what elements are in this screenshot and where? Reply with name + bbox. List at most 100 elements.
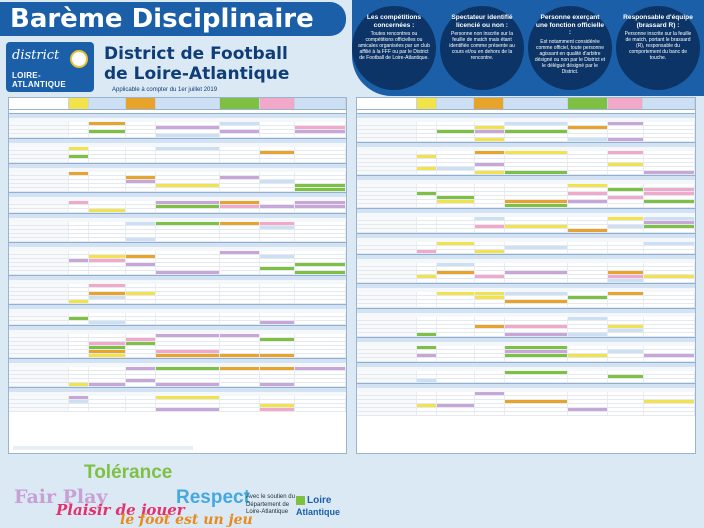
table-cell — [260, 317, 296, 320]
table-cell — [126, 321, 157, 324]
table-cell — [417, 184, 437, 187]
table-cell — [220, 259, 260, 262]
table-row — [357, 221, 695, 225]
table-cell — [357, 134, 417, 137]
table-cell — [295, 267, 346, 270]
table-cell — [437, 155, 475, 158]
table-cell — [608, 350, 645, 353]
table-cell — [260, 184, 296, 187]
table-cell — [260, 122, 296, 125]
table-cell — [644, 408, 695, 411]
table-row — [357, 333, 695, 337]
table-row — [9, 367, 346, 371]
table-cell — [474, 292, 505, 295]
table-cell — [417, 300, 437, 303]
table-cell — [220, 238, 260, 241]
definition-bubble: Responsable d'équipe (brassard R) : Pers… — [616, 6, 700, 90]
table-cell — [417, 375, 437, 378]
table-row — [357, 188, 695, 192]
table-cell — [126, 292, 157, 295]
table-cell — [568, 134, 609, 137]
table-row — [9, 350, 346, 354]
table-row — [9, 313, 346, 317]
table-cell — [69, 288, 89, 291]
table-cell — [644, 375, 695, 378]
table-cell — [504, 300, 569, 303]
table-cell — [89, 271, 127, 274]
table-cell — [568, 379, 609, 382]
definition-text: Est notamment considérée comme officiel,… — [534, 38, 606, 75]
table-cell — [260, 396, 296, 399]
table-cell — [437, 400, 475, 403]
table-legend — [13, 446, 193, 450]
table-cell — [89, 317, 127, 320]
sanctions-table-right — [356, 97, 696, 454]
table-cell — [68, 147, 89, 150]
table-cell — [156, 292, 220, 295]
table-cell — [436, 292, 475, 295]
table-cell — [608, 163, 645, 166]
table-cell — [295, 209, 346, 212]
section-heading — [357, 113, 695, 118]
table-row — [357, 196, 695, 200]
table-cell — [126, 205, 157, 208]
table-cell — [608, 229, 645, 232]
table-cell — [568, 304, 609, 307]
table-row — [9, 271, 346, 275]
table-row — [357, 275, 695, 279]
section-heading — [357, 362, 695, 367]
section-heading — [9, 358, 346, 363]
table-cell — [9, 342, 69, 345]
table-cell — [89, 159, 127, 162]
table-cell — [295, 226, 346, 229]
table-cell — [126, 130, 157, 133]
table-cell — [260, 251, 296, 254]
table-cell — [156, 288, 220, 291]
table-cell — [644, 358, 695, 361]
table-cell — [220, 379, 260, 382]
table-cell — [88, 259, 127, 262]
table-cell — [88, 122, 127, 125]
table-cell — [220, 313, 260, 316]
logo-word: district — [12, 48, 60, 63]
table-cell — [9, 263, 69, 266]
table-cell — [88, 321, 127, 324]
table-cell — [69, 292, 89, 295]
table-cell — [89, 396, 127, 399]
table-cell — [69, 134, 89, 137]
table-cell — [475, 134, 505, 137]
table-cell — [416, 354, 437, 357]
table-cell — [89, 205, 127, 208]
table-row — [9, 172, 346, 176]
table-cell — [608, 138, 645, 141]
table-cell — [220, 151, 260, 154]
table-cell — [295, 396, 346, 399]
table-cell — [437, 346, 475, 349]
table-cell — [88, 130, 127, 133]
table-cell — [9, 296, 69, 299]
table-cell — [357, 163, 417, 166]
table-cell — [156, 222, 220, 225]
table-cell — [259, 180, 296, 183]
table-header-cell — [504, 98, 568, 109]
table-cell — [126, 342, 157, 345]
table-cell — [9, 284, 69, 287]
table-cell — [156, 300, 220, 303]
table-cell — [505, 296, 569, 299]
table-row — [9, 238, 346, 242]
table-cell — [126, 184, 157, 187]
table-cell — [608, 300, 645, 303]
table-cell — [357, 412, 417, 415]
table-cell — [357, 267, 417, 270]
table-cell — [89, 371, 127, 374]
table-cell — [89, 263, 127, 266]
table-cell — [608, 333, 645, 336]
table-cell — [126, 201, 157, 204]
table-cell — [568, 279, 609, 282]
table-cell — [156, 296, 220, 299]
table-cell — [220, 408, 260, 411]
table-cell — [437, 192, 475, 195]
table-row — [357, 408, 695, 412]
table-cell — [126, 263, 157, 266]
table-row — [9, 375, 346, 379]
